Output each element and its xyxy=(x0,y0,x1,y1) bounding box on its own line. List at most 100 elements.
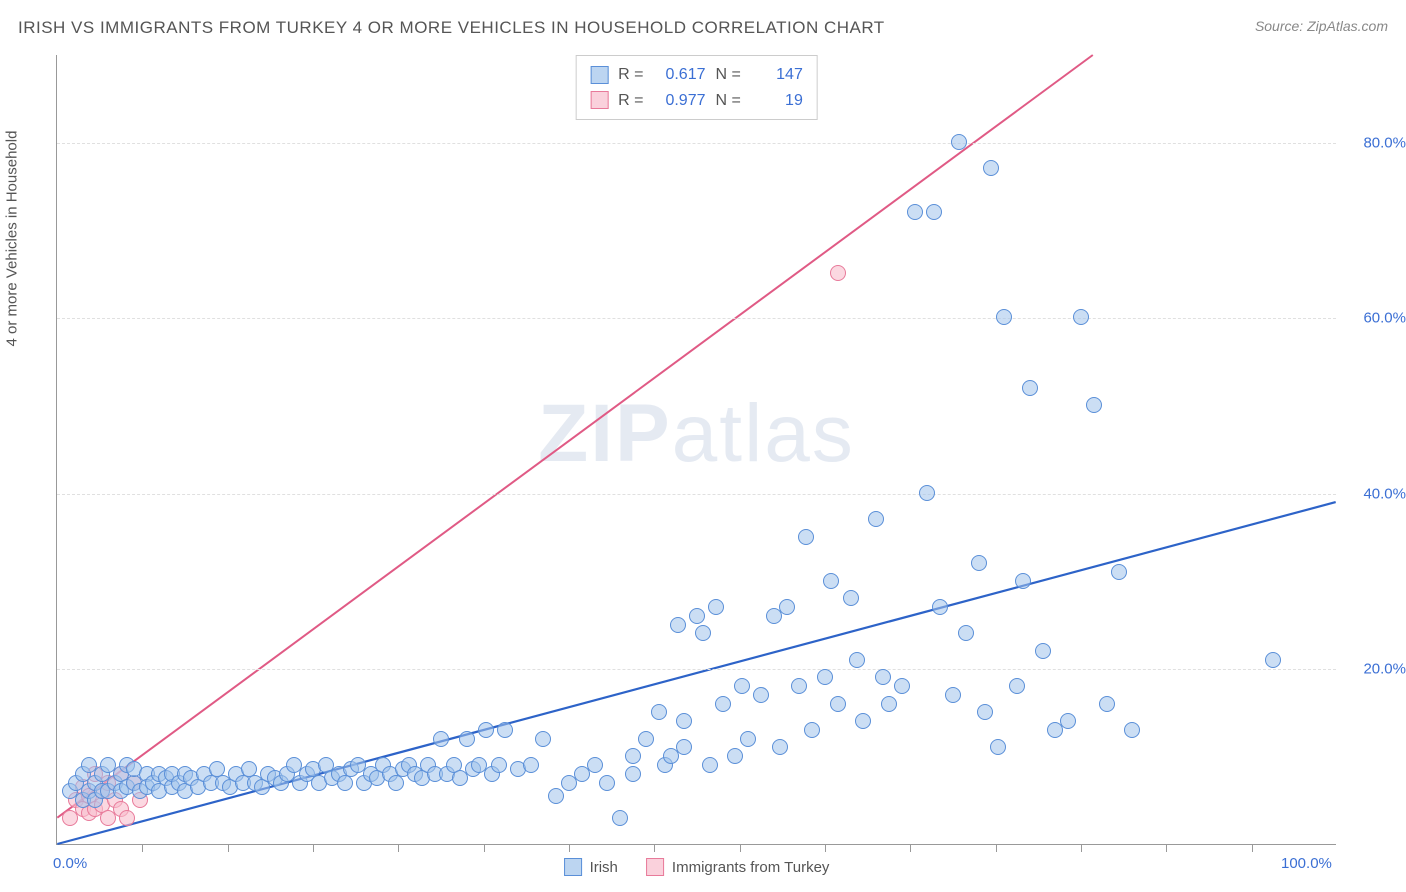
x-tick xyxy=(1166,844,1167,852)
data-point xyxy=(740,731,756,747)
data-point xyxy=(817,669,833,685)
data-point xyxy=(670,617,686,633)
x-tick xyxy=(996,844,997,852)
data-point xyxy=(708,599,724,615)
trendlines-layer xyxy=(57,55,1336,844)
data-point xyxy=(1099,696,1115,712)
data-point xyxy=(491,757,507,773)
gridline-h xyxy=(57,143,1336,144)
data-point xyxy=(1060,713,1076,729)
trendline-irish xyxy=(57,502,1335,844)
x-tick xyxy=(740,844,741,852)
bottom-legend: Irish Immigrants from Turkey xyxy=(564,858,830,876)
r-value: 0.617 xyxy=(654,62,706,88)
data-point xyxy=(907,204,923,220)
n-label: N = xyxy=(716,62,741,88)
data-point xyxy=(433,731,449,747)
data-point xyxy=(791,678,807,694)
data-point xyxy=(695,625,711,641)
n-value: 19 xyxy=(751,88,803,114)
gridline-h xyxy=(57,494,1336,495)
data-point xyxy=(772,739,788,755)
data-point xyxy=(868,511,884,527)
y-tick-label: 60.0% xyxy=(1363,310,1406,327)
data-point xyxy=(926,204,942,220)
data-point xyxy=(779,599,795,615)
y-tick-label: 40.0% xyxy=(1363,485,1406,502)
data-point xyxy=(638,731,654,747)
data-point xyxy=(1009,678,1025,694)
y-axis-label: 4 or more Vehicles in Household xyxy=(4,131,21,347)
data-point xyxy=(727,748,743,764)
data-point xyxy=(459,731,475,747)
data-point xyxy=(689,608,705,624)
data-point xyxy=(1086,397,1102,413)
data-point xyxy=(676,713,692,729)
stats-row-irish: R = 0.617 N = 147 xyxy=(590,62,803,88)
data-point xyxy=(523,757,539,773)
swatch-pink-icon xyxy=(590,91,608,109)
x-tick xyxy=(654,844,655,852)
data-point xyxy=(990,739,1006,755)
data-point xyxy=(612,810,628,826)
x-tick xyxy=(398,844,399,852)
data-point xyxy=(798,529,814,545)
data-point xyxy=(958,625,974,641)
data-point xyxy=(830,265,846,281)
plot-area: ZIPatlas R = 0.617 N = 147 R = 0.977 N =… xyxy=(56,55,1336,845)
data-point xyxy=(830,696,846,712)
source-attribution: Source: ZipAtlas.com xyxy=(1255,18,1388,34)
data-point xyxy=(849,652,865,668)
data-point xyxy=(625,748,641,764)
data-point xyxy=(823,573,839,589)
data-point xyxy=(478,722,494,738)
x-tick-label: 0.0% xyxy=(53,855,87,872)
data-point xyxy=(945,687,961,703)
data-point xyxy=(1035,643,1051,659)
gridline-h xyxy=(57,318,1336,319)
legend-item-irish: Irish xyxy=(564,858,618,876)
n-label: N = xyxy=(716,88,741,114)
x-tick xyxy=(825,844,826,852)
data-point xyxy=(951,134,967,150)
data-point xyxy=(1022,380,1038,396)
data-point xyxy=(875,669,891,685)
stats-row-turkey: R = 0.977 N = 19 xyxy=(590,88,803,114)
legend-item-turkey: Immigrants from Turkey xyxy=(646,858,830,876)
y-tick-label: 20.0% xyxy=(1363,661,1406,678)
data-point xyxy=(919,485,935,501)
data-point xyxy=(676,739,692,755)
data-point xyxy=(651,704,667,720)
chart-title: IRISH VS IMMIGRANTS FROM TURKEY 4 OR MOR… xyxy=(18,18,885,38)
gridline-h xyxy=(57,669,1336,670)
data-point xyxy=(599,775,615,791)
x-tick xyxy=(1081,844,1082,852)
trendline-immigrants-from-turkey xyxy=(57,55,1092,818)
swatch-blue-icon xyxy=(564,858,582,876)
data-point xyxy=(1015,573,1031,589)
data-point xyxy=(983,160,999,176)
r-value: 0.977 xyxy=(654,88,706,114)
data-point xyxy=(1073,309,1089,325)
data-point xyxy=(715,696,731,712)
data-point xyxy=(971,555,987,571)
data-point xyxy=(1265,652,1281,668)
data-point xyxy=(855,713,871,729)
data-point xyxy=(625,766,641,782)
data-point xyxy=(977,704,993,720)
x-tick xyxy=(910,844,911,852)
legend-label: Immigrants from Turkey xyxy=(672,859,830,876)
x-tick xyxy=(313,844,314,852)
data-point xyxy=(587,757,603,773)
x-tick-label: 100.0% xyxy=(1281,855,1332,872)
swatch-blue-icon xyxy=(590,66,608,84)
r-label: R = xyxy=(618,88,643,114)
x-tick xyxy=(484,844,485,852)
data-point xyxy=(894,678,910,694)
x-tick xyxy=(142,844,143,852)
data-point xyxy=(804,722,820,738)
swatch-pink-icon xyxy=(646,858,664,876)
x-tick xyxy=(1252,844,1253,852)
data-point xyxy=(843,590,859,606)
data-point xyxy=(497,722,513,738)
